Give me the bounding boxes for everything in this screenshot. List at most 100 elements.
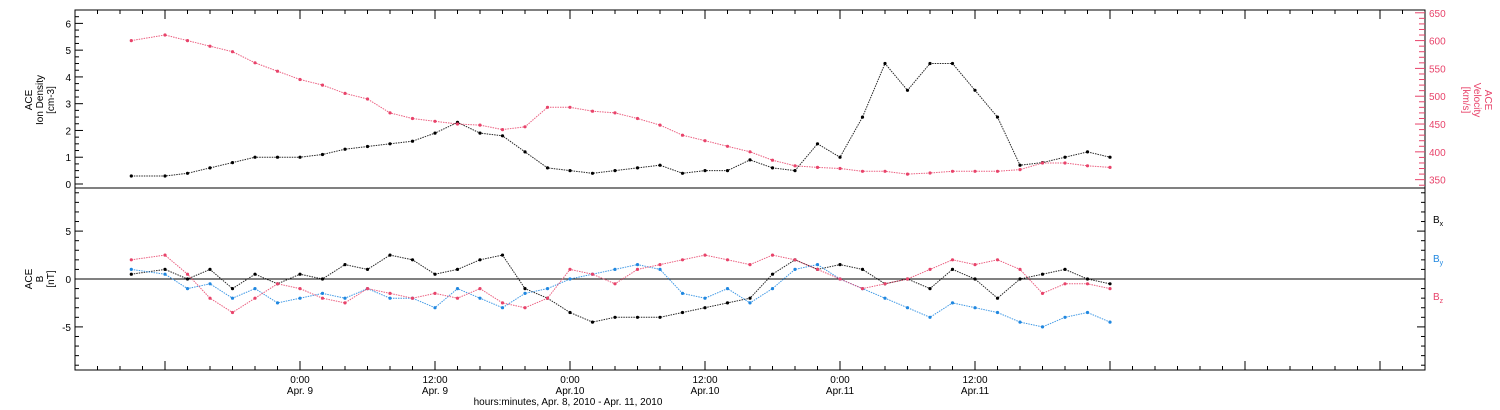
ion-density-point	[995, 115, 1000, 119]
by-point	[208, 282, 212, 286]
bz-point	[365, 287, 370, 291]
by-point	[815, 263, 820, 267]
by-point	[500, 306, 505, 310]
by-point	[1063, 315, 1067, 319]
density-label-line3: [cm-3]	[46, 86, 57, 114]
bz-point	[343, 301, 347, 305]
by-point	[1108, 320, 1112, 324]
x-tick-label-time: 12:00	[692, 375, 717, 386]
velocity-point	[748, 150, 752, 154]
by-point	[388, 296, 392, 300]
ion-density-point	[129, 174, 133, 178]
legend-bz-main: B	[1433, 292, 1440, 303]
velocity-point	[793, 164, 797, 168]
bz-point	[635, 267, 640, 271]
velocity-point	[230, 50, 235, 54]
velocity-point	[613, 111, 617, 115]
x-tick-label-time: 0:00	[290, 375, 310, 386]
bx-point	[320, 277, 325, 281]
density-tick-label: 1	[65, 153, 71, 164]
bz-point	[1040, 291, 1045, 295]
ion-density-point	[793, 169, 797, 173]
bx-point	[860, 267, 865, 271]
by-point	[1018, 320, 1022, 324]
velocity-point	[455, 122, 460, 126]
bx-point	[410, 258, 415, 262]
velocity-point	[725, 144, 730, 148]
by-point	[950, 301, 955, 305]
x-axis-title: hours:minutes, Apr. 8, 2010 - Apr. 11, 2…	[474, 397, 663, 408]
velocity-point	[703, 139, 707, 143]
bx-point	[129, 272, 133, 276]
ion-density-point	[725, 169, 730, 173]
by-point	[568, 277, 572, 281]
ion-density-point	[568, 169, 572, 173]
bx-point	[635, 315, 640, 319]
bx-point	[185, 277, 190, 281]
velocity-point	[523, 125, 527, 129]
x-tick-label-time: 12:00	[962, 375, 987, 386]
bz-point	[185, 272, 190, 276]
bz-trace	[131, 254, 1111, 314]
velocity-tick-label: 600	[1429, 37, 1446, 48]
bz-point	[815, 267, 820, 271]
by-point	[1040, 325, 1045, 329]
bz-point	[1085, 282, 1090, 286]
by-point	[658, 267, 662, 271]
bz-point	[388, 291, 392, 295]
by-point	[725, 287, 730, 291]
velocity-point	[365, 97, 370, 101]
velocity-series	[129, 33, 1112, 176]
velocity-point	[635, 116, 640, 121]
bx-point	[523, 287, 527, 291]
bz-point	[928, 267, 932, 271]
bz-point	[320, 296, 325, 300]
velocity-point	[410, 116, 415, 121]
velocity-point	[343, 91, 347, 95]
x-tick-label-time: 12:00	[422, 375, 447, 386]
legend-bx-main: B	[1433, 215, 1440, 226]
velocity-point	[860, 169, 865, 173]
ion-density-point	[208, 166, 212, 170]
velocity-point	[1108, 165, 1112, 169]
bx-point	[1108, 282, 1112, 286]
bz-point	[545, 296, 550, 300]
velocity-point	[545, 105, 550, 109]
x-tick-label-time: 0:00	[830, 375, 850, 386]
ion-density-point	[658, 163, 662, 167]
bx-point	[163, 267, 167, 271]
by-point	[1085, 310, 1090, 315]
bz-point	[793, 258, 797, 262]
velocity-point	[1018, 168, 1022, 172]
velocity-trace	[131, 34, 1111, 175]
by-point	[275, 301, 280, 305]
velocity-point	[478, 123, 482, 127]
ion-density-point	[635, 166, 640, 170]
velocity-point	[658, 123, 662, 127]
legend: Bx By Bz	[1433, 215, 1444, 305]
ion-density-point	[523, 150, 527, 154]
velocity-point	[1085, 164, 1090, 168]
by-point	[883, 296, 887, 300]
velocity-point	[388, 111, 392, 115]
bx-point	[230, 287, 235, 291]
velocity-label-line1: ACE	[1482, 90, 1493, 111]
velocity-point	[973, 169, 977, 173]
velocity-point	[838, 166, 842, 171]
velocity-point	[590, 109, 595, 113]
ion-density-point	[185, 171, 190, 175]
density-tick-label: 2	[65, 126, 71, 137]
bx-point	[455, 267, 460, 271]
bz-point	[973, 263, 977, 267]
velocity-point	[883, 169, 887, 173]
velocity-point	[568, 105, 572, 109]
by-point	[793, 267, 797, 271]
bx-point	[658, 315, 662, 319]
legend-bx-sub: x	[1440, 221, 1444, 228]
by-point	[298, 296, 302, 300]
bx-point	[725, 301, 730, 305]
bx-point	[928, 287, 932, 291]
bz-point	[748, 263, 752, 267]
bz-point	[838, 277, 842, 281]
